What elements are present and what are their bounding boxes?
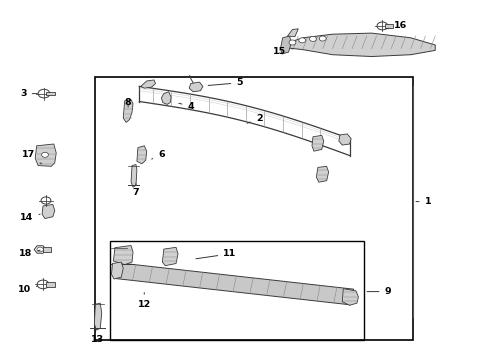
Polygon shape	[35, 144, 56, 166]
Text: 3: 3	[20, 89, 37, 98]
Text: 18: 18	[19, 249, 40, 258]
Text: 13: 13	[91, 335, 104, 343]
Polygon shape	[287, 29, 298, 37]
Polygon shape	[116, 263, 353, 305]
Text: 11: 11	[196, 249, 236, 259]
Text: 14: 14	[20, 213, 40, 222]
Bar	[46, 282, 55, 287]
Circle shape	[298, 38, 305, 43]
Polygon shape	[137, 146, 146, 164]
Text: 2: 2	[246, 114, 262, 123]
Polygon shape	[131, 165, 137, 187]
Polygon shape	[283, 33, 434, 57]
Polygon shape	[111, 262, 123, 279]
Polygon shape	[342, 289, 358, 305]
Circle shape	[309, 36, 316, 41]
Polygon shape	[189, 82, 203, 92]
Circle shape	[41, 152, 48, 157]
Polygon shape	[141, 80, 155, 88]
Text: 12: 12	[137, 293, 151, 309]
Polygon shape	[280, 36, 291, 54]
Circle shape	[288, 40, 295, 45]
Polygon shape	[42, 204, 55, 219]
Text: 7: 7	[132, 184, 139, 197]
Text: 16: 16	[386, 21, 407, 30]
Text: 17: 17	[21, 150, 41, 164]
Bar	[43, 247, 51, 252]
Polygon shape	[162, 247, 178, 266]
Circle shape	[319, 36, 325, 41]
Text: 10: 10	[18, 285, 38, 294]
Polygon shape	[161, 92, 171, 104]
Text: 8: 8	[124, 98, 131, 107]
Bar	[95, 77, 412, 340]
Polygon shape	[316, 166, 328, 182]
Text: 5: 5	[208, 78, 243, 87]
Polygon shape	[94, 303, 102, 330]
Text: 15: 15	[273, 46, 293, 55]
Bar	[385, 24, 392, 28]
Polygon shape	[123, 100, 133, 122]
Bar	[46, 92, 55, 95]
Polygon shape	[311, 135, 323, 151]
Polygon shape	[338, 134, 350, 145]
Bar	[110, 241, 364, 340]
Text: 9: 9	[366, 287, 390, 296]
Polygon shape	[113, 246, 133, 265]
Text: 6: 6	[151, 150, 164, 159]
Text: 4: 4	[179, 102, 194, 111]
Text: 1: 1	[415, 197, 430, 206]
